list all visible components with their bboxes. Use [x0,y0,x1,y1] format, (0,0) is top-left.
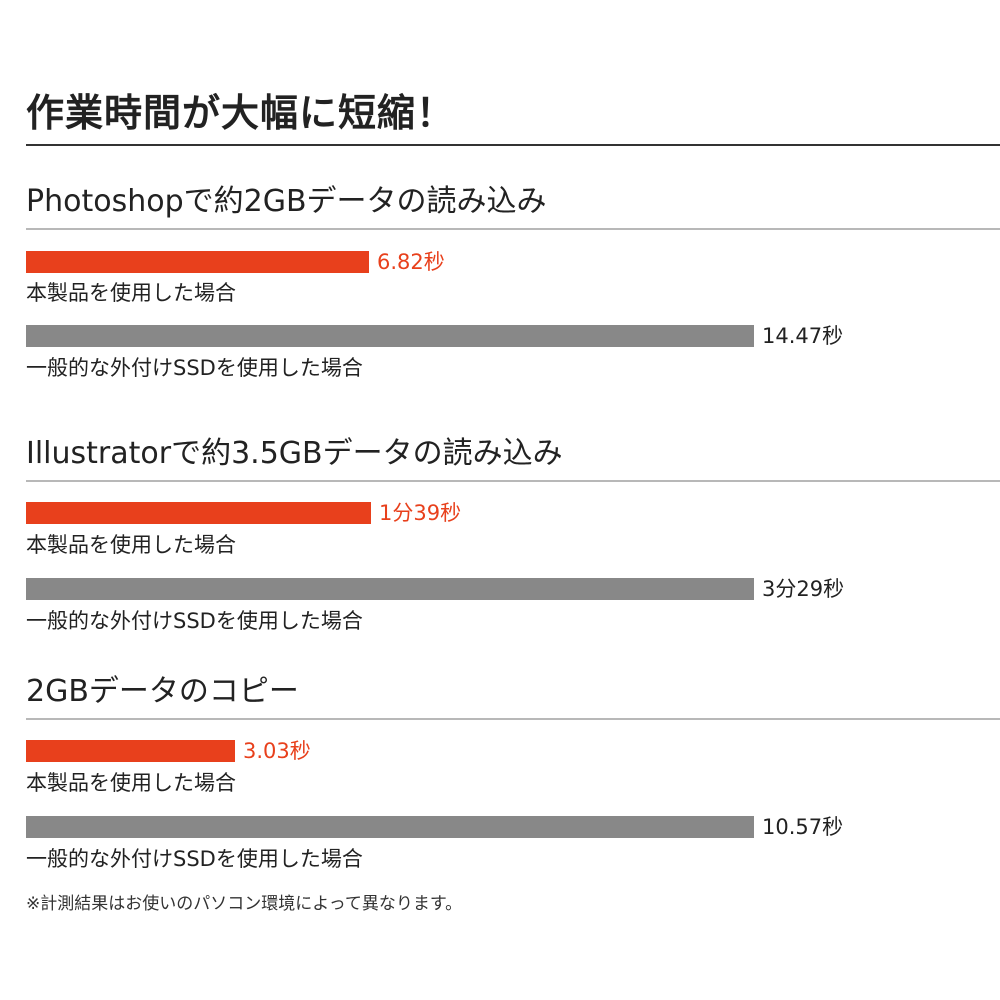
bar-generic [26,816,754,838]
footnote: ※計測結果はお使いのパソコン環境によって異なります。 [26,894,463,914]
bar-product [26,251,369,273]
bar-caption-product: 本製品を使用した場合 [26,281,236,305]
value-label-generic: 14.47秒 [762,324,844,348]
value-label-product: 1分39秒 [379,501,462,525]
chart-divider [26,228,1000,230]
bar-caption-product: 本製品を使用した場合 [26,771,236,795]
value-label-generic: 3分29秒 [762,577,845,601]
chart-divider [26,718,1000,720]
value-label-product: 6.82秒 [377,250,445,274]
bar-product [26,740,235,762]
bar-caption-generic: 一般的な外付けSSDを使用した場合 [26,847,363,871]
bar-product [26,502,371,524]
value-label-product: 3.03秒 [243,739,311,763]
bar-generic [26,578,754,600]
page-title: 作業時間が大幅に短縮！ [26,91,456,135]
bar-generic [26,325,754,347]
chart-title: Illustratorで約3.5GBデータの読み込み [26,436,563,471]
chart-title: 2GBデータのコピー [26,674,299,709]
bar-caption-generic: 一般的な外付けSSDを使用した場合 [26,609,363,633]
value-label-generic: 10.57秒 [762,815,844,839]
chart-title: Photoshopで約2GBデータの読み込み [26,184,547,219]
chart-divider [26,480,1000,482]
bar-caption-generic: 一般的な外付けSSDを使用した場合 [26,356,363,380]
bar-caption-product: 本製品を使用した場合 [26,533,236,557]
title-divider [26,144,1000,146]
